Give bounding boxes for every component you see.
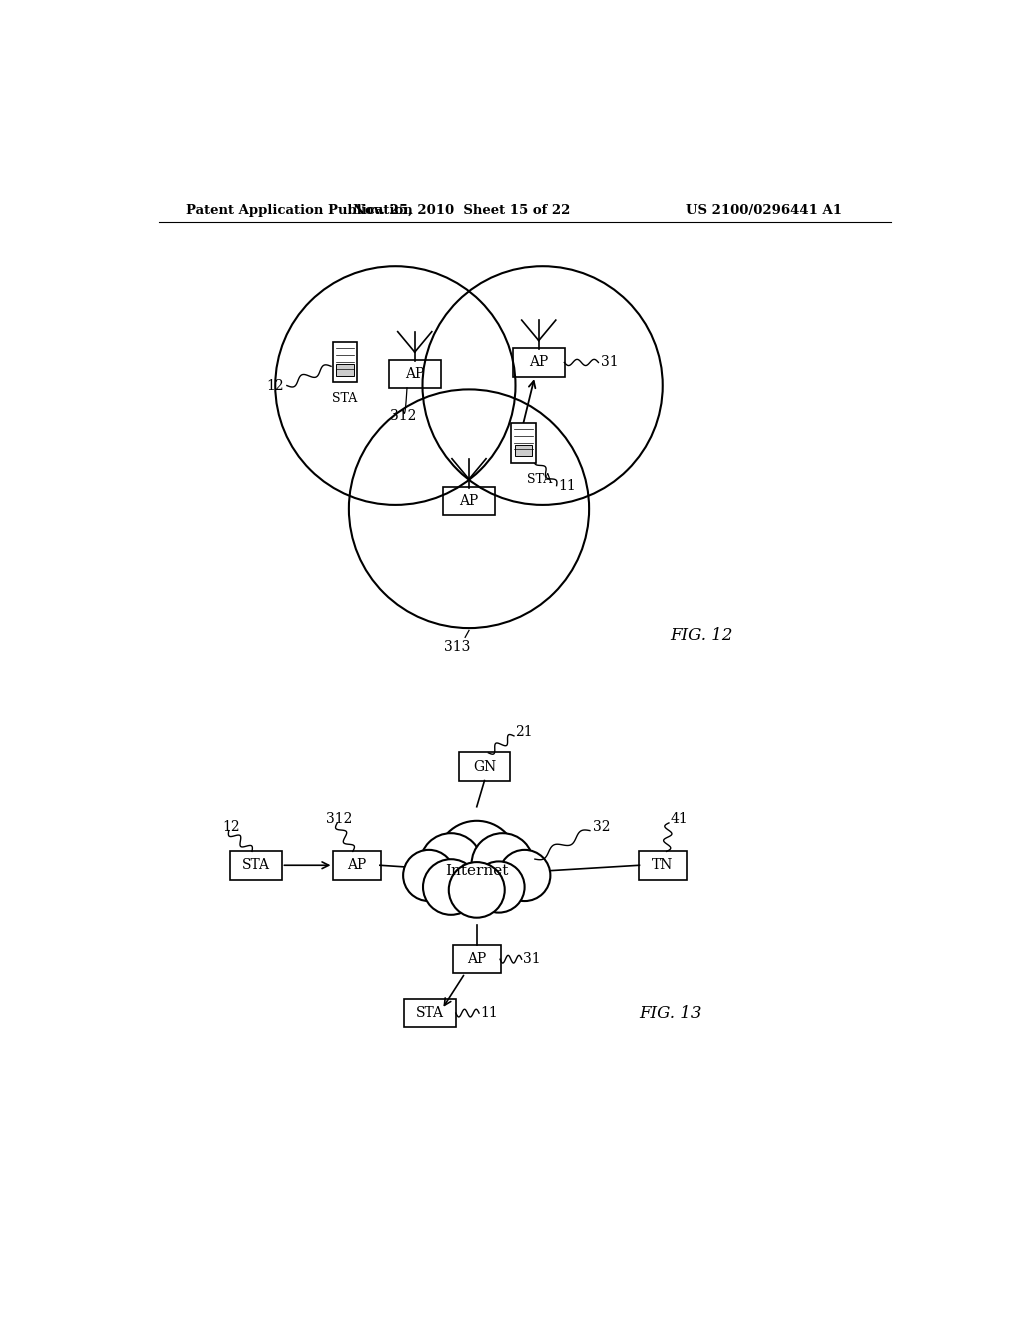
- Text: AP: AP: [460, 494, 478, 508]
- Text: AP: AP: [467, 952, 486, 966]
- Text: 11: 11: [480, 1006, 499, 1020]
- Text: FIG. 13: FIG. 13: [640, 1005, 702, 1022]
- Text: 31: 31: [601, 355, 618, 370]
- Text: STA: STA: [416, 1006, 444, 1020]
- FancyBboxPatch shape: [230, 851, 282, 879]
- Text: 11: 11: [558, 479, 575, 492]
- Circle shape: [420, 833, 482, 895]
- FancyBboxPatch shape: [333, 342, 357, 383]
- FancyBboxPatch shape: [333, 851, 381, 879]
- FancyBboxPatch shape: [404, 999, 457, 1027]
- FancyBboxPatch shape: [639, 851, 687, 879]
- FancyBboxPatch shape: [513, 348, 564, 376]
- Text: Internet: Internet: [445, 863, 509, 878]
- Text: 12: 12: [266, 379, 284, 392]
- Text: STA: STA: [527, 473, 552, 486]
- Text: GN: GN: [473, 760, 496, 774]
- Text: 31: 31: [523, 952, 541, 966]
- FancyBboxPatch shape: [511, 424, 536, 463]
- Text: AP: AP: [347, 858, 367, 873]
- Text: FIG. 12: FIG. 12: [671, 627, 733, 644]
- Circle shape: [403, 850, 455, 902]
- FancyBboxPatch shape: [453, 945, 501, 973]
- Text: 32: 32: [593, 820, 610, 834]
- Circle shape: [499, 850, 550, 902]
- Text: STA: STA: [242, 858, 270, 873]
- Text: 312: 312: [390, 409, 417, 424]
- Circle shape: [449, 862, 505, 917]
- Text: US 2100/0296441 A1: US 2100/0296441 A1: [685, 205, 842, 218]
- Circle shape: [472, 833, 534, 895]
- Text: AP: AP: [406, 367, 424, 381]
- Circle shape: [436, 821, 517, 902]
- FancyBboxPatch shape: [337, 364, 353, 376]
- Text: Patent Application Publication: Patent Application Publication: [186, 205, 413, 218]
- Text: 312: 312: [326, 812, 352, 826]
- Text: Nov. 25, 2010  Sheet 15 of 22: Nov. 25, 2010 Sheet 15 of 22: [352, 205, 570, 218]
- FancyBboxPatch shape: [389, 360, 440, 388]
- FancyBboxPatch shape: [459, 752, 510, 781]
- Text: STA: STA: [333, 392, 357, 405]
- Text: TN: TN: [652, 858, 674, 873]
- Text: 21: 21: [515, 725, 534, 739]
- Text: 41: 41: [671, 812, 688, 826]
- FancyBboxPatch shape: [515, 445, 531, 457]
- Circle shape: [473, 862, 524, 912]
- Text: 313: 313: [444, 640, 471, 653]
- Circle shape: [423, 859, 479, 915]
- Text: AP: AP: [529, 355, 549, 370]
- Text: 12: 12: [222, 820, 241, 834]
- FancyBboxPatch shape: [443, 487, 495, 515]
